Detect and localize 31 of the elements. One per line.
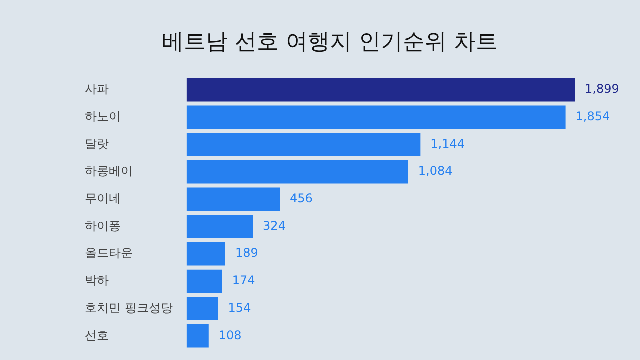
bar: [186, 188, 280, 212]
bar: [186, 242, 226, 266]
y-tick-label: 올드타운: [85, 246, 133, 260]
bar: [186, 297, 218, 320]
y-tick-label: 호치민 핑크성당: [85, 300, 173, 315]
bar: [186, 160, 408, 184]
y-tick-label: 사파: [85, 82, 109, 96]
y-tick-label: 하롱베이: [85, 164, 133, 178]
bar: [186, 78, 575, 102]
y-tick-label: 선호: [85, 328, 109, 342]
data-label: 456: [290, 192, 313, 206]
data-label: 1,084: [418, 164, 453, 178]
bar: [186, 133, 421, 156]
data-label: 108: [218, 328, 242, 342]
data-label: 174: [232, 274, 256, 288]
data-label: 324: [263, 218, 286, 233]
data-label: 1,144: [430, 136, 466, 151]
bar: [186, 324, 209, 348]
y-tick-label: 무이네: [85, 192, 121, 206]
data-label: 1,854: [576, 110, 610, 124]
y-tick-label: 박하: [85, 274, 109, 288]
y-tick-label: 하이퐁: [85, 218, 121, 233]
data-label: 1,899: [585, 82, 620, 96]
y-tick-label: 달랏: [85, 136, 109, 151]
data-label: 154: [228, 300, 252, 315]
chart-title: 베트남 선호 여행지 인기순위 차트: [162, 30, 498, 55]
bar: [186, 106, 566, 130]
bar: [186, 270, 222, 294]
bar: [186, 215, 254, 238]
y-tick-label: 하노이: [85, 110, 121, 124]
data-label: 189: [235, 246, 258, 260]
